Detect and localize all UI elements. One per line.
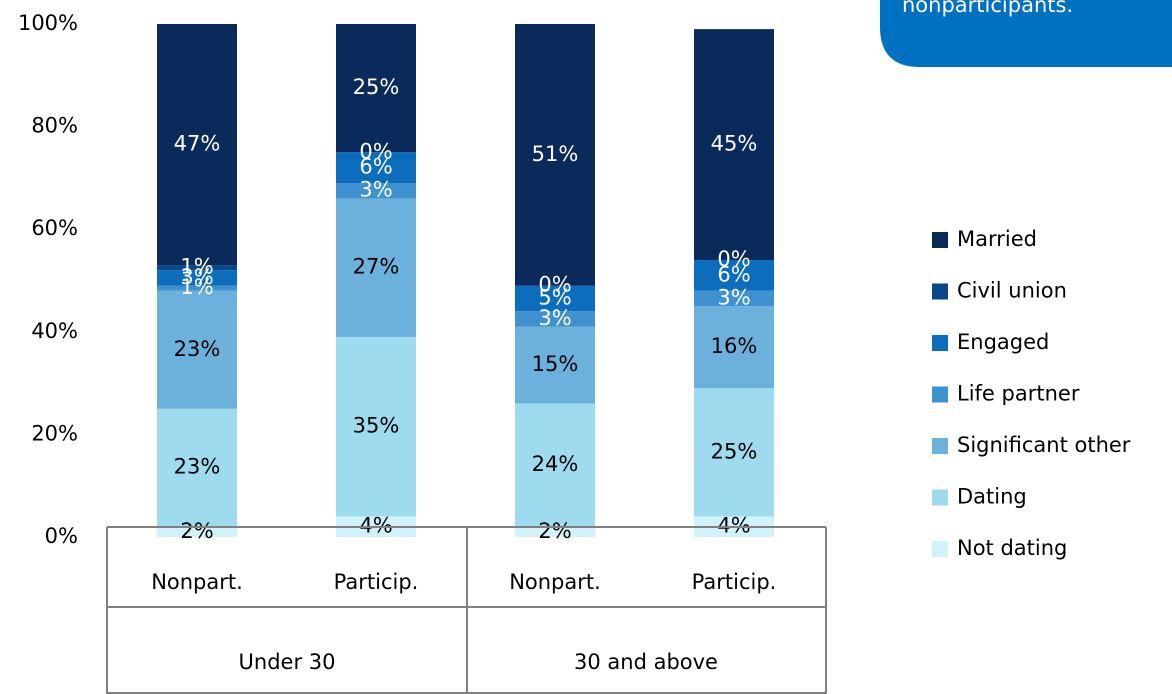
bar-segment (336, 183, 416, 199)
legend-label: Life partner (957, 382, 1080, 406)
data-label: 3% (359, 178, 392, 202)
bar-segment (694, 388, 774, 517)
data-label: 3% (538, 306, 571, 330)
bar-segment (515, 285, 595, 312)
bar-segment (157, 24, 237, 266)
legend-swatch (932, 386, 948, 403)
bar-segment (157, 270, 237, 286)
legend-label: Married (957, 227, 1037, 251)
data-label: 47% (174, 132, 221, 156)
data-label: 6% (717, 262, 750, 286)
x-tick-label: Particip. (334, 570, 419, 594)
data-label: 2% (538, 519, 571, 543)
bar-segment (515, 24, 595, 286)
legend-swatch (932, 489, 948, 506)
legend-swatch (932, 232, 948, 248)
data-label: 3% (180, 265, 213, 289)
x-tick-label: Nonpart. (151, 570, 243, 594)
legend-label: Significant other (957, 433, 1131, 457)
data-label: 0% (717, 247, 750, 271)
bar-segment (694, 306, 774, 389)
data-label: 23% (174, 455, 221, 479)
data-label: 25% (353, 75, 400, 99)
bar-segment (336, 152, 416, 184)
data-label: 16% (711, 334, 758, 358)
bar-segment (336, 336, 416, 517)
y-tick-label: 80% (31, 114, 78, 138)
x-tick-label: Particip. (692, 570, 777, 594)
bar-segment (694, 29, 774, 260)
data-label: 25% (711, 439, 758, 463)
data-label: 4% (717, 514, 750, 538)
y-tick-label: 40% (31, 319, 78, 343)
data-label: 1% (180, 255, 213, 279)
legend-swatch (932, 283, 948, 300)
bar-segment (515, 403, 595, 527)
data-label: 15% (532, 352, 579, 376)
data-label: 51% (532, 142, 579, 166)
group-label: Under 30 (239, 650, 336, 674)
y-tick-label: 0% (45, 524, 78, 548)
data-label: 27% (353, 255, 400, 279)
bar-segment (157, 265, 237, 271)
y-tick-label: 100% (18, 11, 78, 35)
data-label: 24% (532, 452, 579, 476)
data-label: 4% (359, 514, 392, 538)
bar-segment (157, 290, 237, 409)
legend-swatch (932, 541, 948, 557)
data-label: 45% (711, 132, 758, 156)
data-label: 35% (353, 414, 400, 438)
data-label: 2% (180, 519, 213, 543)
data-label: 0% (359, 139, 392, 163)
bar-segment (515, 311, 595, 327)
data-label: 1% (180, 275, 213, 299)
data-label: 0% (538, 273, 571, 297)
legend-label: Engaged (957, 330, 1049, 354)
legend-label: Not dating (957, 536, 1067, 560)
data-label: 3% (717, 285, 750, 309)
legend-label: Civil union (957, 279, 1067, 303)
bar-segment (157, 526, 237, 537)
callout-text: nonparticipants. (902, 0, 1073, 17)
y-tick-label: 20% (31, 421, 78, 445)
x-tick-label: Nonpart. (509, 570, 601, 594)
bar-segment (694, 259, 774, 291)
legend-label: Dating (957, 485, 1027, 509)
data-label: 6% (359, 155, 392, 179)
bar-segment (694, 290, 774, 307)
bar-segment (157, 285, 237, 291)
callout-box (880, 0, 1172, 67)
legend-swatch (932, 438, 948, 454)
bar-segment (157, 408, 237, 527)
data-label: 23% (174, 337, 221, 361)
data-label: 5% (538, 285, 571, 309)
bar-segment (336, 24, 416, 153)
bar-segment (515, 326, 595, 404)
legend-swatch (932, 335, 948, 351)
bar-segment (515, 526, 595, 537)
bar-segment (336, 198, 416, 337)
y-tick-label: 60% (31, 216, 78, 240)
group-label: 30 and above (574, 650, 718, 674)
